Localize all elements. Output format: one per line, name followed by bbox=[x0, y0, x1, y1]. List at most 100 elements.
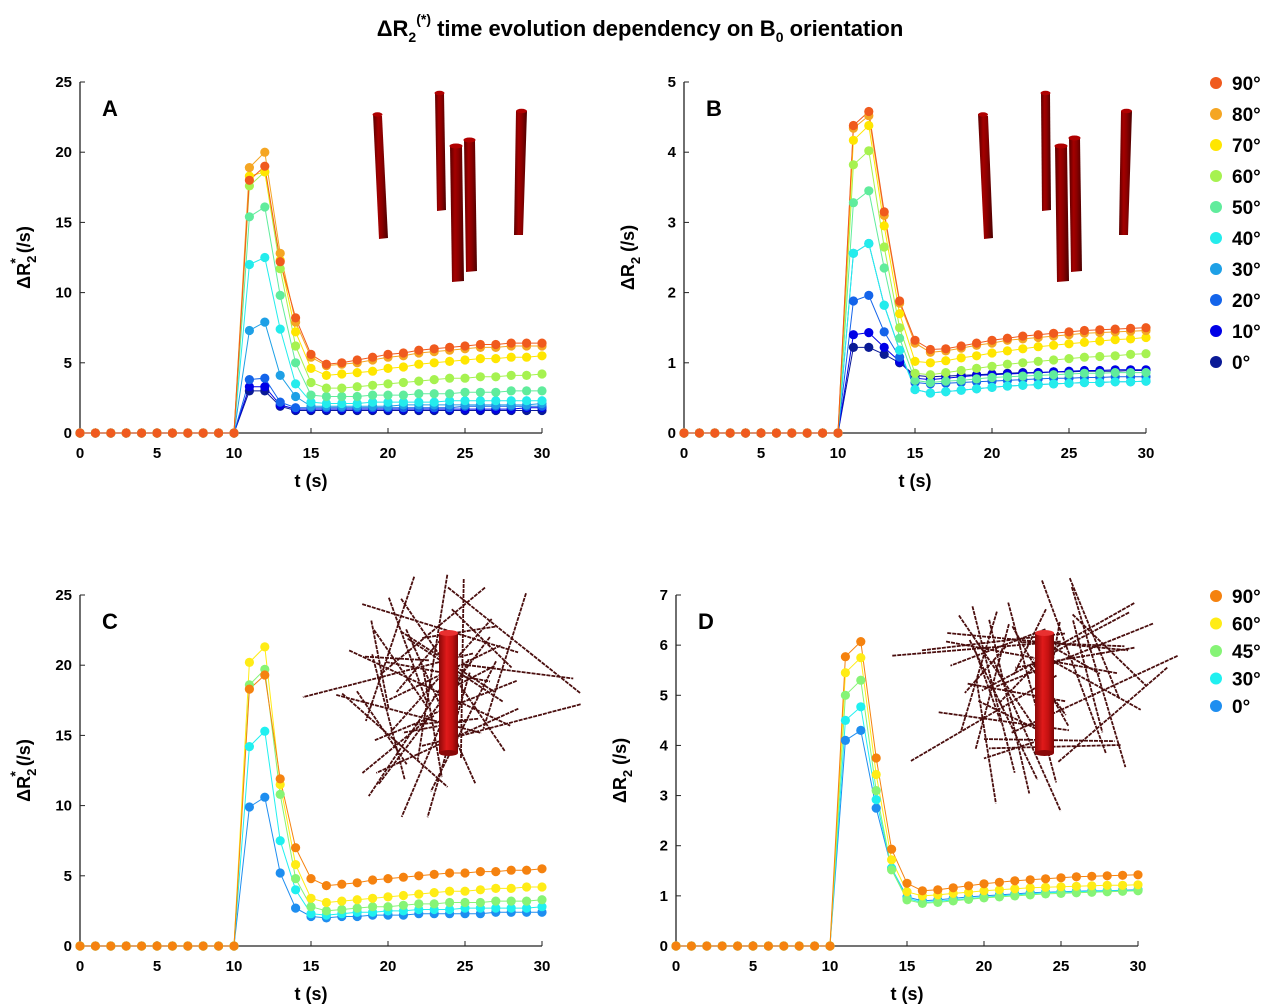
data-point bbox=[398, 397, 408, 407]
data-point bbox=[506, 386, 516, 396]
data-point bbox=[848, 342, 859, 352]
data-point bbox=[1079, 325, 1089, 336]
data-point bbox=[429, 397, 439, 407]
data-point bbox=[1133, 880, 1143, 890]
data-point bbox=[506, 352, 516, 362]
fiber-strand bbox=[385, 661, 491, 683]
data-point bbox=[321, 391, 331, 402]
fiber-strand bbox=[1041, 654, 1142, 711]
data-point bbox=[445, 897, 455, 908]
y-tick-label: 6 bbox=[660, 637, 668, 654]
data-point bbox=[856, 675, 866, 685]
fiber-strand bbox=[892, 640, 1061, 657]
data-point bbox=[1118, 880, 1128, 890]
data-point bbox=[979, 886, 989, 896]
data-point bbox=[121, 941, 131, 951]
x-tick-label: 5 bbox=[153, 445, 161, 462]
data-point bbox=[244, 163, 254, 173]
y-tick-label: 0 bbox=[64, 425, 72, 442]
fiber-strand bbox=[1071, 613, 1148, 687]
data-point bbox=[964, 887, 974, 897]
data-point bbox=[1056, 873, 1066, 883]
data-point bbox=[879, 207, 889, 217]
data-point bbox=[1095, 336, 1105, 346]
data-point bbox=[848, 248, 859, 258]
data-point bbox=[244, 325, 254, 336]
legend-label: 20° bbox=[1232, 291, 1261, 312]
fiber-strand bbox=[405, 629, 477, 784]
data-point bbox=[879, 349, 889, 359]
data-point bbox=[879, 242, 889, 252]
x-tick-label: 0 bbox=[76, 958, 84, 975]
fiber-strand bbox=[945, 640, 1118, 675]
data-point bbox=[1010, 891, 1020, 901]
data-point bbox=[1071, 872, 1081, 882]
fiber-strand bbox=[365, 576, 416, 722]
y-tick-label: 5 bbox=[64, 868, 72, 885]
legend-marker bbox=[1210, 263, 1222, 275]
data-point bbox=[840, 668, 851, 678]
data-point bbox=[414, 889, 424, 899]
fiber-strand bbox=[371, 654, 406, 781]
data-point bbox=[1087, 871, 1097, 881]
data-point bbox=[856, 653, 866, 663]
data-point bbox=[321, 897, 331, 908]
data-point bbox=[910, 335, 920, 345]
legend-marker bbox=[1210, 77, 1222, 89]
data-point bbox=[291, 391, 301, 402]
data-point bbox=[956, 341, 966, 351]
data-point bbox=[398, 872, 408, 882]
data-point bbox=[1133, 870, 1143, 880]
data-point bbox=[414, 359, 424, 369]
data-point bbox=[941, 387, 951, 397]
data-point bbox=[848, 160, 859, 170]
data-point bbox=[1095, 368, 1105, 378]
y-tick-label: 20 bbox=[55, 144, 72, 161]
data-point bbox=[864, 146, 874, 156]
data-point bbox=[864, 106, 874, 117]
panel-letter: A bbox=[102, 96, 118, 121]
data-point bbox=[994, 877, 1005, 887]
data-point bbox=[994, 892, 1005, 902]
figure-title: ΔR2(*) time evolution dependency on B0 o… bbox=[377, 11, 904, 45]
data-point bbox=[275, 257, 285, 267]
data-point bbox=[106, 941, 116, 951]
y-tick-label: 25 bbox=[55, 74, 72, 91]
data-point bbox=[895, 345, 905, 355]
data-point bbox=[1110, 324, 1120, 334]
legend-marker bbox=[1210, 325, 1222, 337]
data-point bbox=[987, 372, 997, 383]
y-tick-label: 5 bbox=[660, 687, 668, 704]
data-point bbox=[1018, 380, 1028, 390]
fiber-strand bbox=[388, 597, 428, 704]
data-point bbox=[825, 941, 835, 951]
data-point bbox=[429, 375, 439, 385]
fiber-strand bbox=[975, 679, 997, 804]
data-point bbox=[1079, 368, 1089, 378]
data-point bbox=[802, 428, 812, 438]
data-point bbox=[383, 363, 393, 373]
x-tick-label: 5 bbox=[153, 958, 161, 975]
fiber-strand bbox=[373, 629, 430, 710]
data-point bbox=[491, 903, 501, 913]
data-point bbox=[987, 348, 997, 358]
fiber-strand bbox=[416, 574, 449, 760]
data-point bbox=[244, 259, 254, 270]
data-point bbox=[260, 792, 270, 802]
data-point bbox=[306, 390, 316, 400]
data-point bbox=[879, 221, 889, 231]
data-point bbox=[887, 855, 897, 865]
fiber-strand bbox=[988, 619, 1031, 794]
fiber-strand bbox=[971, 606, 1016, 773]
data-point bbox=[167, 428, 177, 438]
data-point bbox=[702, 941, 712, 951]
data-point bbox=[244, 742, 254, 752]
data-point bbox=[291, 843, 301, 853]
fibers-vessel-illustration-d bbox=[892, 577, 1178, 812]
data-point bbox=[856, 702, 866, 712]
data-point bbox=[941, 368, 951, 378]
data-point bbox=[445, 342, 455, 352]
data-point bbox=[1033, 356, 1043, 366]
data-point bbox=[522, 882, 532, 892]
data-point bbox=[260, 147, 270, 157]
